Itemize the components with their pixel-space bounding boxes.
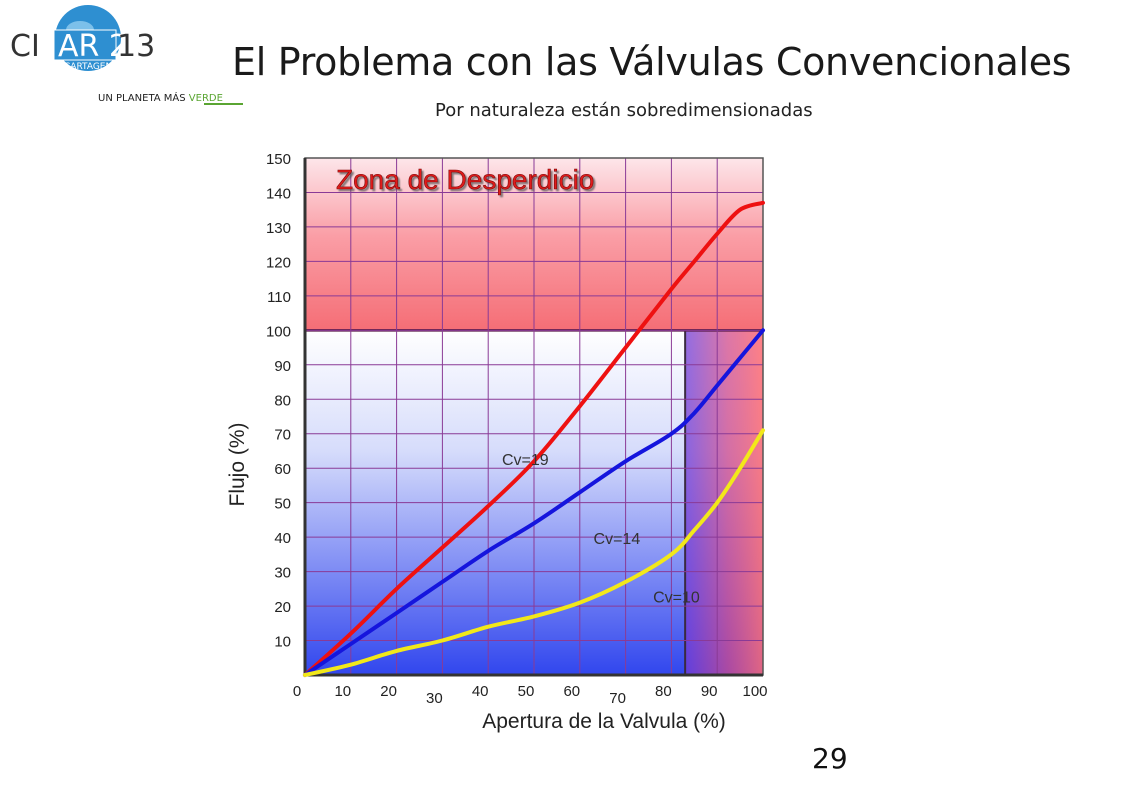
x-tick-label: 50	[518, 683, 535, 700]
ciar-2013-logo: CI AR 20 13 CARTAGENA UN PLANETA MÁS VER…	[10, 5, 243, 105]
x-axis-title: Apertura de la Valvula (%)	[482, 710, 726, 733]
x-tick-label: 90	[701, 683, 718, 700]
series-line-cv-10	[303, 428, 765, 677]
page-number: 29	[812, 742, 848, 775]
logo-name-left: CI	[10, 29, 40, 64]
x-tick-label: 10	[334, 683, 351, 700]
series-lines	[303, 200, 765, 677]
logo-name-box-text: AR 20	[58, 29, 147, 64]
y-tick-label: 70	[274, 427, 291, 444]
y-tick-label: 150	[266, 151, 291, 168]
x-tick-label: 20	[380, 683, 397, 700]
y-tick-label: 40	[274, 530, 291, 547]
series-label-cv-10: Cv=10	[653, 590, 700, 607]
series-label-cv-14: Cv=14	[594, 531, 641, 548]
x-tick-label: 100	[742, 683, 767, 700]
y-tick-label: 140	[266, 185, 291, 202]
logo-name-box	[53, 29, 117, 61]
plot-frame	[303, 157, 764, 677]
y-tick-label: 80	[274, 392, 291, 409]
logo-tagline-accent: VERDE	[189, 93, 223, 104]
series-line-cv-14	[303, 328, 765, 677]
y-tick-label: 20	[274, 599, 291, 616]
y-tick-label: 130	[266, 220, 291, 237]
x-tick-label: 30	[426, 690, 443, 707]
y-tick-label: 110	[267, 289, 291, 306]
x-tick-label: 60	[563, 683, 580, 700]
y-tick-label: 50	[274, 496, 291, 513]
y-tick-label: 10	[274, 634, 291, 651]
y-tick-label: 30	[274, 565, 291, 582]
x-tick-label: 40	[472, 683, 489, 700]
y-tick-labels: 10 20 30 40 50 60 70 80 90 100 110 120 130 140 150	[266, 151, 291, 651]
logo-city: CARTAGENA	[64, 62, 119, 72]
logo-tagline-main: UN PLANETA MÁS	[98, 91, 189, 104]
series-label-cv-19: Cv=19	[502, 452, 549, 469]
logo-tagline: UN PLANETA MÁS VERDE	[98, 91, 223, 104]
y-axis-title: Flujo (%)	[226, 422, 249, 506]
y-tick-label: 90	[274, 358, 291, 375]
y-tick-label: 120	[266, 254, 291, 271]
y-tick-label: 60	[274, 461, 291, 478]
x-tick-labels: 0 10 20 30 40 50 60 70 80 90 100	[293, 683, 768, 707]
slide-title: El Problema con las Válvulas Convenciona…	[232, 40, 1072, 84]
slide-subtitle: Por naturaleza están sobredimensionadas	[435, 100, 813, 121]
series-line-cv-19	[303, 200, 765, 677]
x-tick-label: 80	[655, 683, 672, 700]
waste-zone-label: Zona de Desperdicio	[336, 164, 594, 195]
x-tick-label: 0	[293, 683, 301, 700]
y-tick-label: 100	[266, 323, 291, 340]
chart-labels: Cv=19 Cv=14 Cv=10 Apertura de la Valvula (%…	[226, 164, 726, 733]
logo-name-right: 13	[117, 29, 155, 64]
x-tick-label: 70	[609, 690, 626, 707]
